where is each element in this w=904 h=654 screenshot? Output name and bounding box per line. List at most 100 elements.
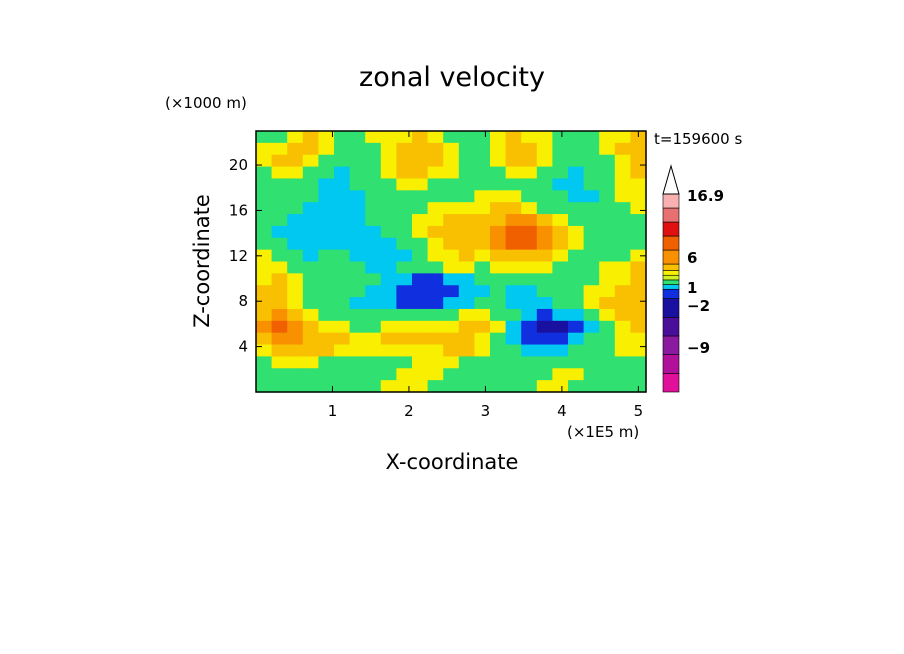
heatmap-cell <box>536 142 553 156</box>
heatmap-cell <box>380 225 397 239</box>
heatmap-cell <box>271 380 288 393</box>
heatmap-cell <box>505 380 522 393</box>
heatmap-cell <box>287 308 304 322</box>
heatmap-cell <box>412 308 429 322</box>
heatmap-cell <box>490 297 507 310</box>
colorbar-label: 1 <box>687 279 697 297</box>
heatmap-cell <box>599 214 616 227</box>
heatmap-cell <box>458 131 475 144</box>
heatmap-cell <box>458 368 475 381</box>
heatmap-cell <box>427 214 444 227</box>
heatmap-cell <box>318 261 335 274</box>
heatmap-cell <box>583 285 600 298</box>
heatmap-cell <box>599 142 616 156</box>
heatmap-cell <box>412 344 429 358</box>
heatmap-cell <box>380 178 397 191</box>
heatmap-cell <box>287 380 304 393</box>
heatmap-cell <box>552 142 569 156</box>
heatmap-cell <box>583 190 600 203</box>
heatmap-cell <box>458 225 475 239</box>
heatmap-cell <box>256 237 273 251</box>
colorbar-swatch <box>662 270 680 276</box>
heatmap-cell <box>630 320 647 334</box>
heatmap-cell <box>349 214 366 227</box>
colorbar-arrow <box>662 164 680 195</box>
heatmap-cell <box>458 154 475 168</box>
heatmap-cell <box>583 356 600 369</box>
heatmap-cell <box>349 131 366 144</box>
heatmap-cell <box>458 202 475 215</box>
heatmap-cell <box>412 380 429 393</box>
heatmap-cell <box>412 273 429 286</box>
heatmap-cell <box>334 237 351 251</box>
heatmap-cell <box>271 285 288 298</box>
heatmap-cell <box>505 308 522 322</box>
heatmap-cell <box>412 249 429 263</box>
heatmap-cell <box>334 131 351 144</box>
heatmap-cell <box>521 344 538 358</box>
heatmap-cell <box>505 332 522 346</box>
heatmap-cell <box>365 285 382 298</box>
heatmap-cell <box>302 356 319 369</box>
heatmap-cell <box>614 308 631 322</box>
heatmap-cell <box>302 297 319 310</box>
heatmap-cell <box>583 308 600 322</box>
heatmap-cell <box>536 308 553 322</box>
heatmap-cell <box>365 131 382 144</box>
heatmap-cell <box>271 356 288 369</box>
heatmap-cell <box>256 273 273 286</box>
heatmap-cell <box>396 297 413 310</box>
heatmap-cell <box>380 202 397 215</box>
heatmap-cell <box>583 142 600 156</box>
heatmap-cell <box>443 178 460 191</box>
heatmap-cell <box>443 285 460 298</box>
heatmap-cell <box>521 356 538 369</box>
heatmap-cell <box>552 249 569 263</box>
heatmap-cell <box>599 261 616 274</box>
heatmap-cell <box>505 190 522 203</box>
heatmap-cell <box>427 308 444 322</box>
heatmap-cell <box>614 297 631 310</box>
heatmap-cell <box>412 178 429 191</box>
heatmap-cell <box>521 273 538 286</box>
heatmap-cell <box>583 297 600 310</box>
y-axis: 4 8 12 16 20 <box>229 156 646 356</box>
heatmap-cell <box>474 225 491 239</box>
heatmap-cell <box>318 380 335 393</box>
heatmap-cell <box>412 190 429 203</box>
heatmap-cell <box>536 368 553 381</box>
heatmap-cell <box>412 297 429 310</box>
x-tick-label: 5 <box>634 402 644 420</box>
heatmap-cell <box>630 214 647 227</box>
heatmap-cell <box>536 261 553 274</box>
heatmap-cell <box>318 285 335 298</box>
heatmap-cell <box>568 237 585 251</box>
heatmap-cell <box>334 166 351 180</box>
heatmap-cell <box>505 344 522 358</box>
heatmap-cell <box>349 344 366 358</box>
heatmap-cell <box>380 297 397 310</box>
heatmap-cell <box>256 214 273 227</box>
heatmap-cell <box>427 332 444 346</box>
heatmap-cell <box>302 320 319 334</box>
heatmap-cell <box>271 368 288 381</box>
heatmap-cell <box>536 297 553 310</box>
heatmap-cell <box>505 178 522 191</box>
heatmap-cell <box>349 178 366 191</box>
heatmap-cell <box>412 368 429 381</box>
heatmap-cell <box>380 320 397 334</box>
heatmap-cell <box>396 249 413 263</box>
heatmap-cell <box>302 273 319 286</box>
heatmap-cell <box>380 344 397 358</box>
colorbar-swatch <box>662 263 680 271</box>
heatmap-cell <box>318 237 335 251</box>
heatmap-cell <box>536 249 553 263</box>
heatmap-cell <box>427 142 444 156</box>
colorbar-swatch <box>662 284 680 290</box>
heatmap-cell <box>349 166 366 180</box>
heatmap-cell <box>365 214 382 227</box>
heatmap-cell <box>380 380 397 393</box>
heatmap-cell <box>427 356 444 369</box>
heatmap-cell <box>427 202 444 215</box>
heatmap-cell <box>334 142 351 156</box>
